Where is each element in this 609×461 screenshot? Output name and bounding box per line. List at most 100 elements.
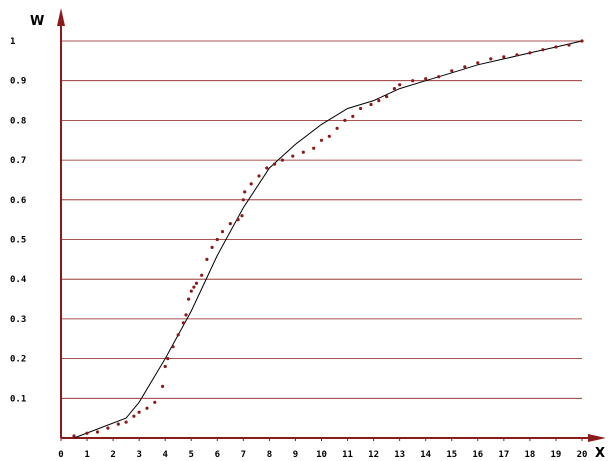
data-point <box>192 285 196 289</box>
data-point <box>205 257 209 261</box>
x-tick-label: 15 <box>446 450 457 460</box>
data-point <box>528 51 532 55</box>
x-tick-label: 18 <box>524 450 535 460</box>
data-point <box>515 53 519 57</box>
data-point <box>359 106 363 111</box>
data-point <box>166 357 170 361</box>
data-point <box>489 57 493 61</box>
data-series <box>72 39 584 439</box>
x-tick-label: 4 <box>162 450 168 460</box>
x-tick-label: 12 <box>368 450 379 460</box>
x-tick-label: 2 <box>110 450 115 460</box>
data-point <box>335 126 339 130</box>
data-point <box>385 95 389 99</box>
data-point <box>502 55 506 59</box>
y-tick-label: 0.9 <box>10 77 26 87</box>
data-point <box>137 410 141 414</box>
fitted-curve <box>73 40 583 439</box>
data-point <box>116 422 120 426</box>
x-tick-label: 7 <box>241 450 246 460</box>
data-point <box>210 245 214 249</box>
x-tick-label: 8 <box>267 450 272 460</box>
x-axis-label: X <box>595 446 605 461</box>
data-point <box>351 114 355 118</box>
y-tick-label: 0.6 <box>10 196 26 206</box>
y-tick-label: 0.3 <box>10 315 26 325</box>
data-point <box>153 400 157 404</box>
data-point <box>95 430 100 434</box>
data-point <box>369 102 373 107</box>
data-point <box>215 237 219 242</box>
data-point <box>163 364 167 369</box>
data-point <box>189 289 193 293</box>
data-point <box>257 174 261 178</box>
x-tick-label: 1 <box>84 450 89 460</box>
x-tick-label: 19 <box>551 450 562 460</box>
data-point <box>280 158 284 162</box>
data-point <box>124 420 128 424</box>
data-point <box>424 77 428 81</box>
data-point <box>580 39 584 43</box>
data-point <box>463 65 467 69</box>
data-point <box>554 45 558 49</box>
data-point <box>106 426 110 430</box>
data-point <box>319 138 324 142</box>
data-point <box>437 75 441 79</box>
y-tick-label: 0.7 <box>10 156 26 166</box>
data-point <box>392 87 396 91</box>
y-tick-label: 1 <box>10 37 15 47</box>
data-point <box>450 69 454 73</box>
data-point <box>85 431 89 435</box>
data-point <box>200 273 204 277</box>
y-tick-label: 0.5 <box>10 236 26 246</box>
data-point <box>194 281 199 285</box>
y-axis-label: W <box>30 14 44 29</box>
data-point <box>327 134 331 138</box>
data-point <box>273 162 277 166</box>
y-tick-label: 0.4 <box>10 275 27 285</box>
x-tick-label: 17 <box>498 450 509 460</box>
data-point <box>377 99 381 103</box>
data-point <box>249 182 253 186</box>
data-point <box>161 384 165 388</box>
x-tick-label: 5 <box>189 450 194 460</box>
x-tick-label: 3 <box>136 450 141 460</box>
x-tick-label: 0 <box>58 450 63 460</box>
x-tick-label: 10 <box>316 450 327 460</box>
x-tick-label: 13 <box>394 450 405 460</box>
data-point <box>343 118 347 122</box>
data-point <box>312 146 316 150</box>
data-point <box>291 154 295 158</box>
grid-lines <box>61 40 582 399</box>
x-tick-label: 11 <box>342 450 353 460</box>
data-point <box>411 79 415 83</box>
data-point <box>241 198 245 202</box>
x-tick-label: 16 <box>472 450 483 460</box>
axes <box>57 8 606 442</box>
data-point <box>171 345 175 349</box>
tick-labels: 0.10.20.30.40.50.60.70.80.910 1 2 3 4 5 6 7 8 9 10… <box>10 37 587 460</box>
data-point <box>476 61 480 65</box>
data-point <box>145 406 149 410</box>
data-point <box>567 43 571 47</box>
data-point <box>187 297 191 301</box>
data-point <box>132 414 136 418</box>
data-point <box>398 83 402 87</box>
y-axis-arrow <box>57 8 65 26</box>
x-tick-label: 9 <box>293 450 298 460</box>
data-point <box>72 434 76 438</box>
x-tick-label: 6 <box>215 450 220 460</box>
data-point <box>243 190 247 194</box>
y-tick-label: 0.8 <box>10 116 26 126</box>
data-point <box>240 214 244 218</box>
x-tick-label: 14 <box>420 450 431 460</box>
data-point <box>176 333 180 337</box>
x-axis-arrow <box>588 434 606 442</box>
data-point <box>236 218 240 222</box>
y-tick-label: 0.2 <box>10 355 26 365</box>
data-point <box>541 48 545 52</box>
data-point <box>181 321 185 325</box>
data-point <box>265 166 269 170</box>
data-point <box>301 150 305 154</box>
